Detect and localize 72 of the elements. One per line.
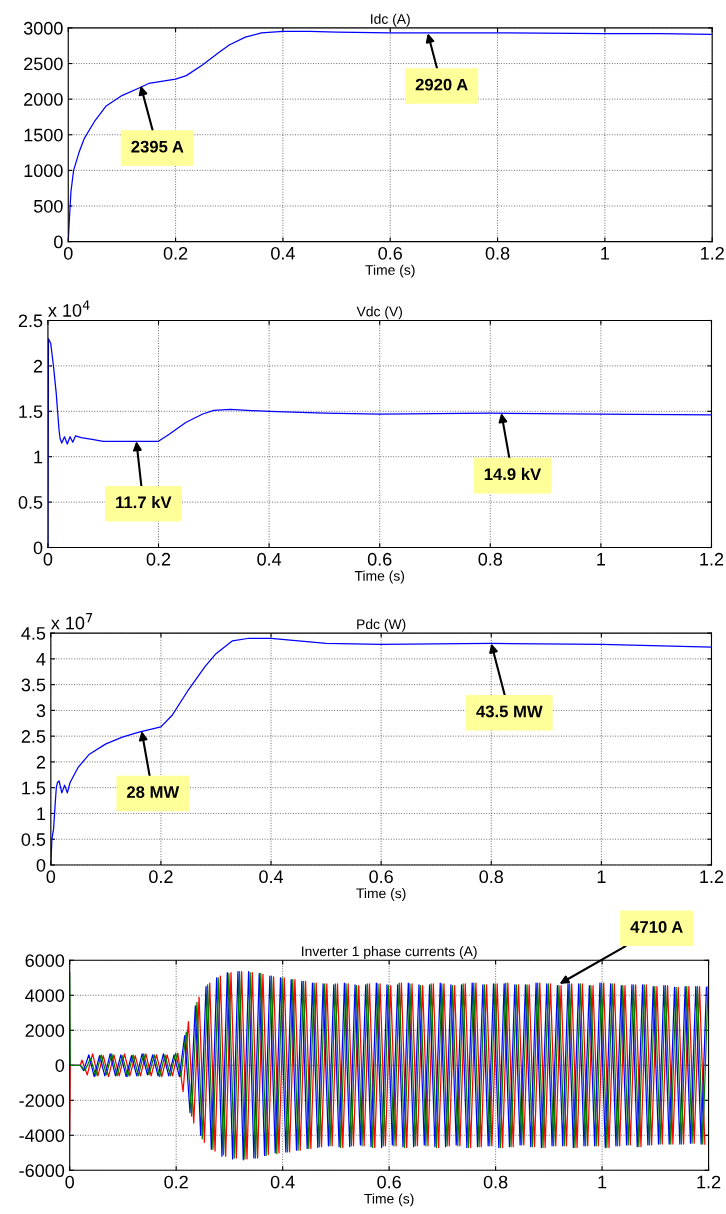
text: x 10$^{7}$ [51, 613, 93, 630]
y-tick-label: 0 [54, 235, 63, 249]
y-tick-label: 0.5 [21, 833, 46, 846]
x-tick-label: 0.6 [369, 870, 393, 884]
x-tick-label: 0.2 [149, 870, 173, 884]
y-tick-label: 500 [33, 199, 63, 213]
x-tick-label: 0.2 [146, 552, 171, 566]
annotation: 28 MW [126, 786, 180, 798]
annotation: 2395 A [131, 140, 184, 153]
y-tick-label: 6000 [25, 954, 65, 967]
x-tick-label: 0.4 [259, 870, 284, 884]
x-tick-label: 1.2 [697, 1175, 721, 1189]
y-tick-label: 1000 [24, 164, 63, 178]
annotation: 11.7 kV [116, 496, 172, 509]
y-tick-label: 2000 [25, 1024, 65, 1037]
x-tick-label: 0.6 [377, 1175, 401, 1189]
y-tick-label: 0 [33, 541, 43, 555]
annotation: 14.9 kV [484, 467, 542, 481]
x-tick-label: 0.8 [485, 246, 510, 260]
y-tick-label: -4000 [19, 1129, 65, 1143]
y-tick-label: 2 [36, 755, 46, 769]
x-tick-label: 0.6 [367, 552, 392, 566]
y-tick-label: 1.5 [22, 781, 46, 795]
x-tick-label: 1 [597, 553, 606, 566]
y-tick-label: 2500 [24, 57, 63, 71]
annotation: 2920 A [415, 78, 468, 91]
y-tick-label: 0.5 [18, 496, 43, 509]
chart-title: Idc (A) [371, 13, 410, 27]
y-tick-label: 1500 [24, 128, 63, 142]
y-tick-label: -6000 [19, 1164, 65, 1178]
x-axis-title: Time (s) [364, 1193, 414, 1207]
x-tick-label: 0 [65, 1175, 75, 1189]
y-tick-label: -2000 [19, 1094, 65, 1108]
y-tick-label: 1 [34, 450, 43, 464]
y-tick-label: 3.5 [21, 678, 46, 692]
y-tick-label: 2 [33, 359, 43, 373]
y-tick-label: 4.5 [21, 627, 46, 640]
y-tick-label: 1 [37, 807, 46, 820]
x-tick-label: 1.2 [700, 870, 724, 883]
x-tick-label: 0.2 [164, 1175, 188, 1189]
y-tick-label: 0 [36, 858, 46, 872]
x-axis-title: Time (s) [354, 570, 405, 584]
annotation: 4710 A [630, 921, 683, 933]
x-tick-label: 0.4 [257, 552, 282, 566]
x-tick-label: 0.2 [163, 246, 188, 260]
y-tick-label: 0 [55, 1059, 65, 1073]
x-tick-label: 1.2 [700, 552, 724, 566]
y-tick-label: 2000 [24, 93, 63, 106]
x-tick-label: 0.4 [271, 246, 295, 260]
x-tick-label: 0.8 [483, 1175, 508, 1189]
chart-title: Pdc (W) [357, 618, 406, 632]
x-tick-label: 1 [601, 247, 610, 260]
x-axis-title: Time (s) [365, 264, 415, 278]
text: x 10$^{4}$ [48, 300, 90, 317]
x-tick-label: 0.4 [270, 1175, 295, 1189]
x-axis-title: Time (s) [356, 888, 406, 901]
y-tick-label: 4000 [25, 989, 65, 1002]
x-tick-label: 0.6 [378, 246, 402, 260]
x-tick-label: 1 [598, 1175, 607, 1189]
y-tick-label: 3000 [23, 21, 63, 35]
x-tick-label: 1.2 [701, 246, 724, 260]
x-tick-label: 0.8 [479, 870, 504, 884]
chart-title: Vdc (V) [356, 306, 402, 320]
annotation: 43.5 MW [476, 705, 543, 718]
y-tick-label: 2.5 [18, 314, 43, 328]
chart-title: Inverter 1 phase currents (A) [302, 946, 477, 959]
y-tick-label: 3 [36, 704, 46, 718]
x-tick-label: 1 [597, 870, 606, 883]
y-tick-label: 1.5 [19, 405, 43, 419]
y-tick-label: 4 [36, 652, 46, 666]
x-tick-label: 0.8 [478, 552, 503, 566]
y-tick-label: 2.5 [21, 730, 46, 743]
